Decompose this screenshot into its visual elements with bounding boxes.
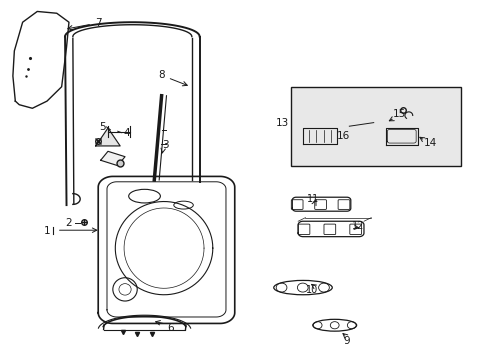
Text: 4: 4	[123, 129, 129, 138]
Bar	[290, 87, 461, 166]
Text: 11: 11	[306, 194, 318, 204]
Text: 7: 7	[68, 18, 102, 30]
Text: 1: 1	[43, 226, 50, 236]
Text: 10: 10	[305, 285, 317, 296]
Polygon shape	[96, 128, 120, 146]
Text: 6: 6	[167, 323, 173, 333]
Polygon shape	[101, 151, 125, 166]
Text: 5: 5	[99, 122, 105, 132]
Text: 2: 2	[65, 218, 72, 228]
Text: 3: 3	[162, 140, 168, 150]
Text: 9: 9	[343, 336, 349, 346]
Text: 14: 14	[423, 139, 436, 148]
Text: 12: 12	[351, 221, 364, 231]
Text: 16: 16	[336, 131, 349, 141]
Text: 8: 8	[158, 70, 187, 86]
Text: 13: 13	[275, 118, 288, 128]
Text: 15: 15	[392, 109, 405, 120]
